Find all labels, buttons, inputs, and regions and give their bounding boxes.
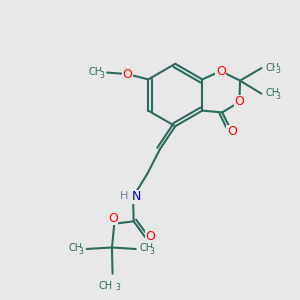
Text: O: O [108, 212, 118, 225]
Text: 3: 3 [149, 247, 154, 256]
Text: CH: CH [265, 88, 279, 98]
Text: 3: 3 [99, 71, 104, 80]
Text: CH: CH [140, 243, 154, 254]
Text: CH: CH [265, 62, 279, 73]
Text: O: O [227, 125, 237, 138]
Text: CH: CH [89, 67, 103, 77]
Text: CH: CH [68, 243, 83, 254]
Text: N: N [131, 190, 141, 203]
Text: O: O [235, 95, 244, 109]
Text: 3: 3 [79, 247, 83, 256]
Text: 3: 3 [275, 92, 280, 101]
Text: O: O [146, 230, 155, 243]
Text: O: O [122, 68, 132, 81]
Text: H: H [120, 191, 128, 201]
Text: 3: 3 [275, 66, 280, 75]
Text: CH: CH [99, 281, 113, 291]
Text: 3: 3 [115, 284, 120, 292]
Text: O: O [216, 64, 226, 78]
